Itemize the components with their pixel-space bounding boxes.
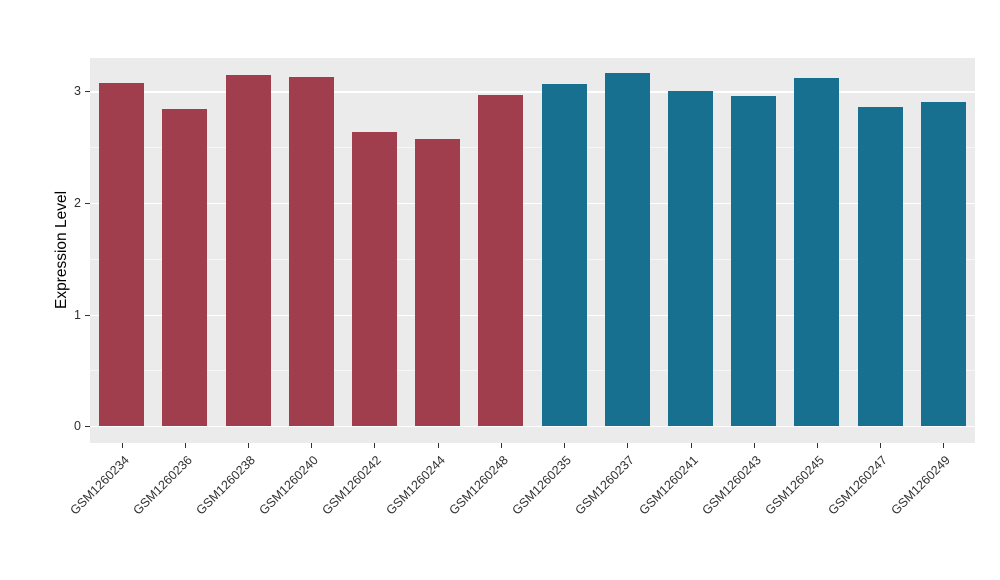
gridline-major (90, 426, 975, 428)
bar-GSM1260241 (668, 91, 714, 427)
x-tick-mark (564, 443, 566, 448)
x-tick-mark (121, 443, 123, 448)
x-tick-label-GSM1260242: GSM1260242 (319, 453, 385, 518)
x-tick-mark (753, 443, 755, 448)
x-tick-label-GSM1260247: GSM1260247 (825, 453, 891, 518)
x-tick-label-GSM1260241: GSM1260241 (635, 453, 701, 518)
bar-GSM1260234 (99, 82, 145, 427)
bar-GSM1260240 (288, 76, 334, 427)
x-tick-mark (880, 443, 882, 448)
x-tick-label-GSM1260238: GSM1260238 (193, 453, 258, 518)
y-tick-mark (85, 426, 90, 428)
bar-GSM1260236 (162, 109, 208, 427)
bar-GSM1260235 (541, 83, 587, 427)
x-tick-label-GSM1260248: GSM1260248 (446, 453, 511, 518)
y-tick-label-3: 3 (74, 84, 81, 99)
gridline-major (90, 91, 975, 93)
y-tick-mark (85, 91, 90, 93)
y-tick-label-0: 0 (74, 419, 81, 434)
bar-GSM1260238 (225, 74, 271, 427)
gridline-major (90, 314, 975, 316)
x-tick-mark (943, 443, 945, 448)
x-tick-mark (374, 443, 376, 448)
x-tick-mark (248, 443, 250, 448)
x-tick-label-GSM1260234: GSM1260234 (67, 453, 132, 518)
x-tick-mark (437, 443, 439, 448)
bar-GSM1260242 (351, 131, 397, 427)
x-tick-label-GSM1260236: GSM1260236 (130, 453, 195, 518)
gridline-minor (90, 258, 975, 260)
gridline-minor (90, 147, 975, 149)
x-tick-label-GSM1260240: GSM1260240 (256, 453, 322, 518)
x-tick-label-GSM1260244: GSM1260244 (383, 453, 448, 518)
bar-GSM1260247 (857, 107, 903, 427)
x-tick-label-GSM1260249: GSM1260249 (888, 453, 954, 518)
x-tick-label-GSM1260243: GSM1260243 (699, 453, 764, 518)
x-tick-mark (690, 443, 692, 448)
bar-GSM1260244 (415, 139, 461, 427)
plot-panel (90, 58, 975, 443)
y-tick-label-2: 2 (74, 196, 81, 211)
y-axis-title: Expression Level (53, 190, 70, 310)
bar-GSM1260245 (794, 78, 840, 427)
bar-GSM1260243 (731, 95, 777, 427)
x-tick-mark (627, 443, 629, 448)
bar-GSM1260249 (920, 101, 966, 427)
y-tick-label-1: 1 (74, 307, 81, 322)
x-tick-label-GSM1260235: GSM1260235 (509, 453, 574, 518)
x-tick-mark (500, 443, 502, 448)
gridline-major (90, 203, 975, 205)
x-tick-mark (311, 443, 313, 448)
gridline-minor (90, 370, 975, 372)
x-tick-label-GSM1260245: GSM1260245 (762, 453, 827, 518)
bar-GSM1260248 (478, 94, 524, 427)
y-tick-mark (85, 314, 90, 316)
bar-GSM1260237 (604, 72, 650, 427)
y-tick-mark (85, 203, 90, 205)
x-tick-mark (184, 443, 186, 448)
x-tick-label-GSM1260237: GSM1260237 (572, 453, 638, 518)
x-tick-mark (816, 443, 818, 448)
